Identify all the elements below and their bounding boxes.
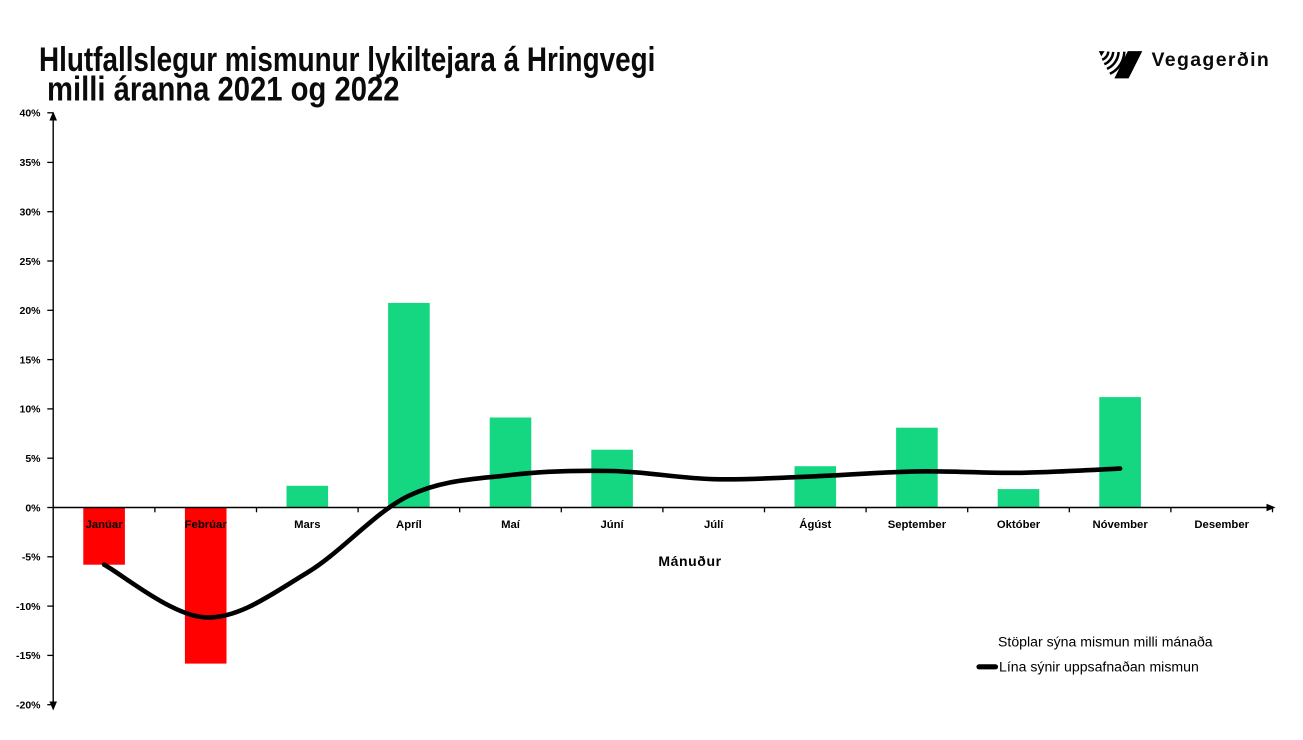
svg-text:10%: 10%	[19, 404, 41, 416]
svg-text:Hlutfallslegur mismunur lykilt: Hlutfallslegur mismunur lykiltejara á Hr…	[39, 40, 655, 78]
svg-text:35%: 35%	[19, 157, 41, 169]
svg-text:Mars: Mars	[294, 519, 320, 531]
svg-text:Maí: Maí	[501, 519, 521, 531]
svg-text:25%: 25%	[19, 256, 41, 268]
svg-text:Apríl: Apríl	[396, 519, 422, 531]
svg-text:Vegagerðin: Vegagerðin	[1152, 49, 1271, 71]
svg-text:30%: 30%	[19, 207, 41, 219]
svg-text:Júní: Júní	[600, 519, 624, 531]
svg-text:-10%: -10%	[16, 601, 41, 613]
svg-text:Nóvember: Nóvember	[1092, 519, 1148, 531]
svg-text:Ágúst: Ágúst	[799, 518, 831, 531]
svg-text:Febrúar: Febrúar	[185, 519, 228, 531]
svg-text:40%: 40%	[19, 108, 41, 120]
svg-text:5%: 5%	[25, 453, 41, 465]
svg-text:20%: 20%	[19, 305, 41, 317]
svg-text:Lína sýnir uppsafnaðan mismun: Lína sýnir uppsafnaðan mismun	[999, 658, 1199, 674]
svg-text:15%: 15%	[19, 354, 41, 366]
svg-text:Mánuður: Mánuður	[658, 553, 721, 569]
svg-text:Október: Október	[997, 519, 1041, 531]
svg-text:milli áranna 2021 og 2022: milli áranna 2021 og 2022	[47, 69, 399, 108]
svg-text:0%: 0%	[25, 502, 41, 514]
svg-text:Júlí: Júlí	[704, 519, 724, 531]
svg-text:-15%: -15%	[16, 650, 41, 662]
svg-text:September: September	[888, 519, 947, 531]
svg-text:-20%: -20%	[16, 700, 41, 712]
svg-text:Janúar: Janúar	[86, 519, 124, 531]
svg-text:Stöplar sýna mismun milli mána: Stöplar sýna mismun milli mánaða	[998, 633, 1213, 649]
svg-text:-5%: -5%	[22, 552, 41, 564]
svg-text:Desember: Desember	[1194, 519, 1249, 531]
